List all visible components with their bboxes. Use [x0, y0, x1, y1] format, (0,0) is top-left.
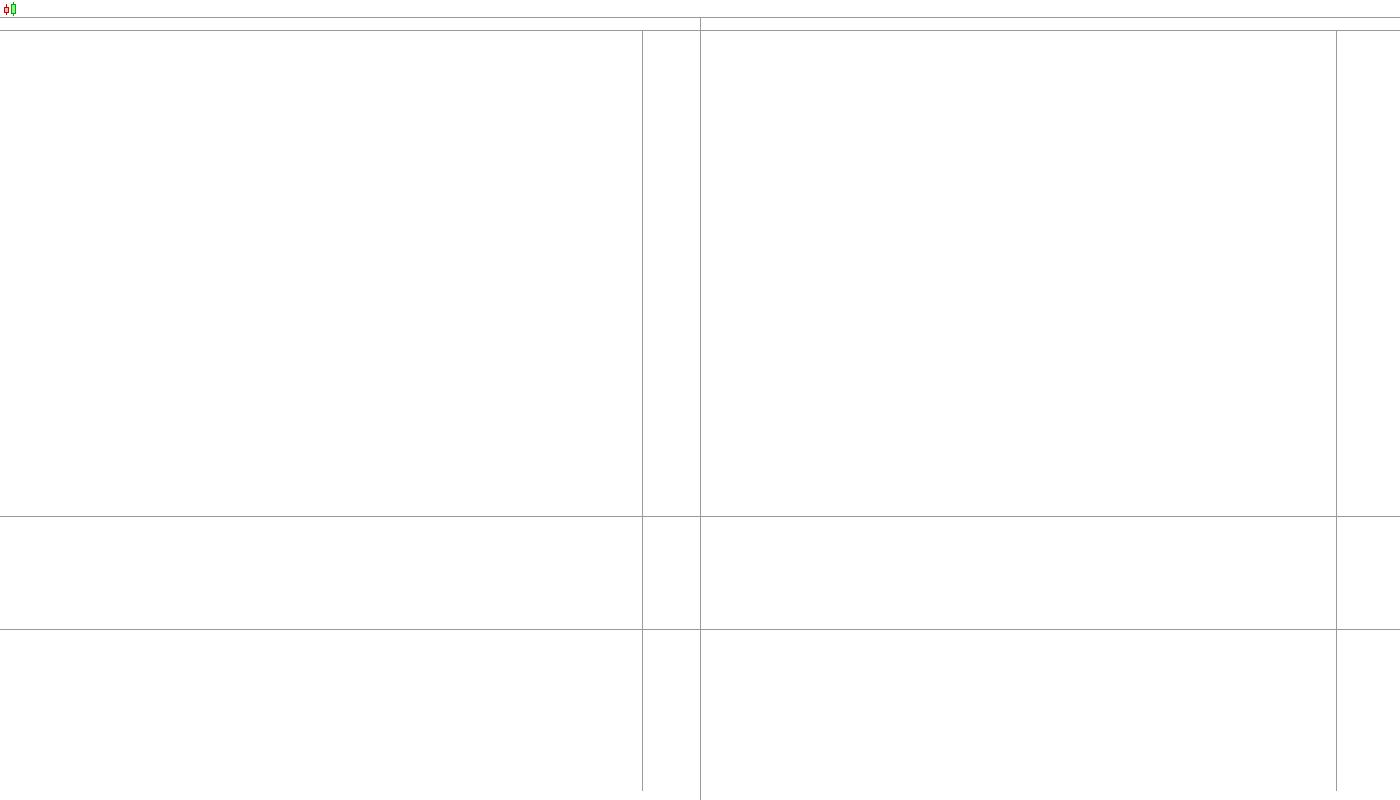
weekly-chart-column — [0, 18, 700, 800]
daily-price-plot[interactable] — [701, 31, 1336, 516]
weekly-date-axis[interactable] — [0, 791, 700, 800]
daily-volume-axis[interactable] — [1336, 517, 1400, 629]
daily-price-panel[interactable] — [701, 31, 1400, 517]
weekly-price-plot[interactable] — [0, 31, 642, 516]
daily-period-label[interactable] — [701, 18, 1400, 31]
daily-volume-plot[interactable] — [701, 517, 1336, 629]
daily-rs-axis[interactable] — [1336, 630, 1400, 791]
weekly-volume-axis[interactable] — [642, 517, 700, 629]
weekly-period-label[interactable] — [0, 18, 700, 31]
daily-volume-panel[interactable] — [701, 517, 1400, 630]
daily-rs-plot[interactable] — [701, 630, 1336, 791]
weekly-rs-plot[interactable] — [0, 630, 642, 791]
candlestick-icon — [2, 1, 20, 17]
daily-chart-column — [700, 18, 1400, 800]
title-bar — [0, 0, 1400, 18]
weekly-price-axis[interactable] — [642, 31, 700, 516]
weekly-rs-axis[interactable] — [642, 630, 700, 791]
weekly-price-panel[interactable] — [0, 31, 700, 517]
weekly-volume-panel[interactable] — [0, 517, 700, 630]
daily-price-axis[interactable] — [1336, 31, 1400, 516]
daily-rs-panel[interactable] — [701, 630, 1400, 791]
daily-date-axis[interactable] — [701, 791, 1400, 800]
weekly-volume-plot[interactable] — [0, 517, 642, 629]
weekly-rs-panel[interactable] — [0, 630, 700, 791]
